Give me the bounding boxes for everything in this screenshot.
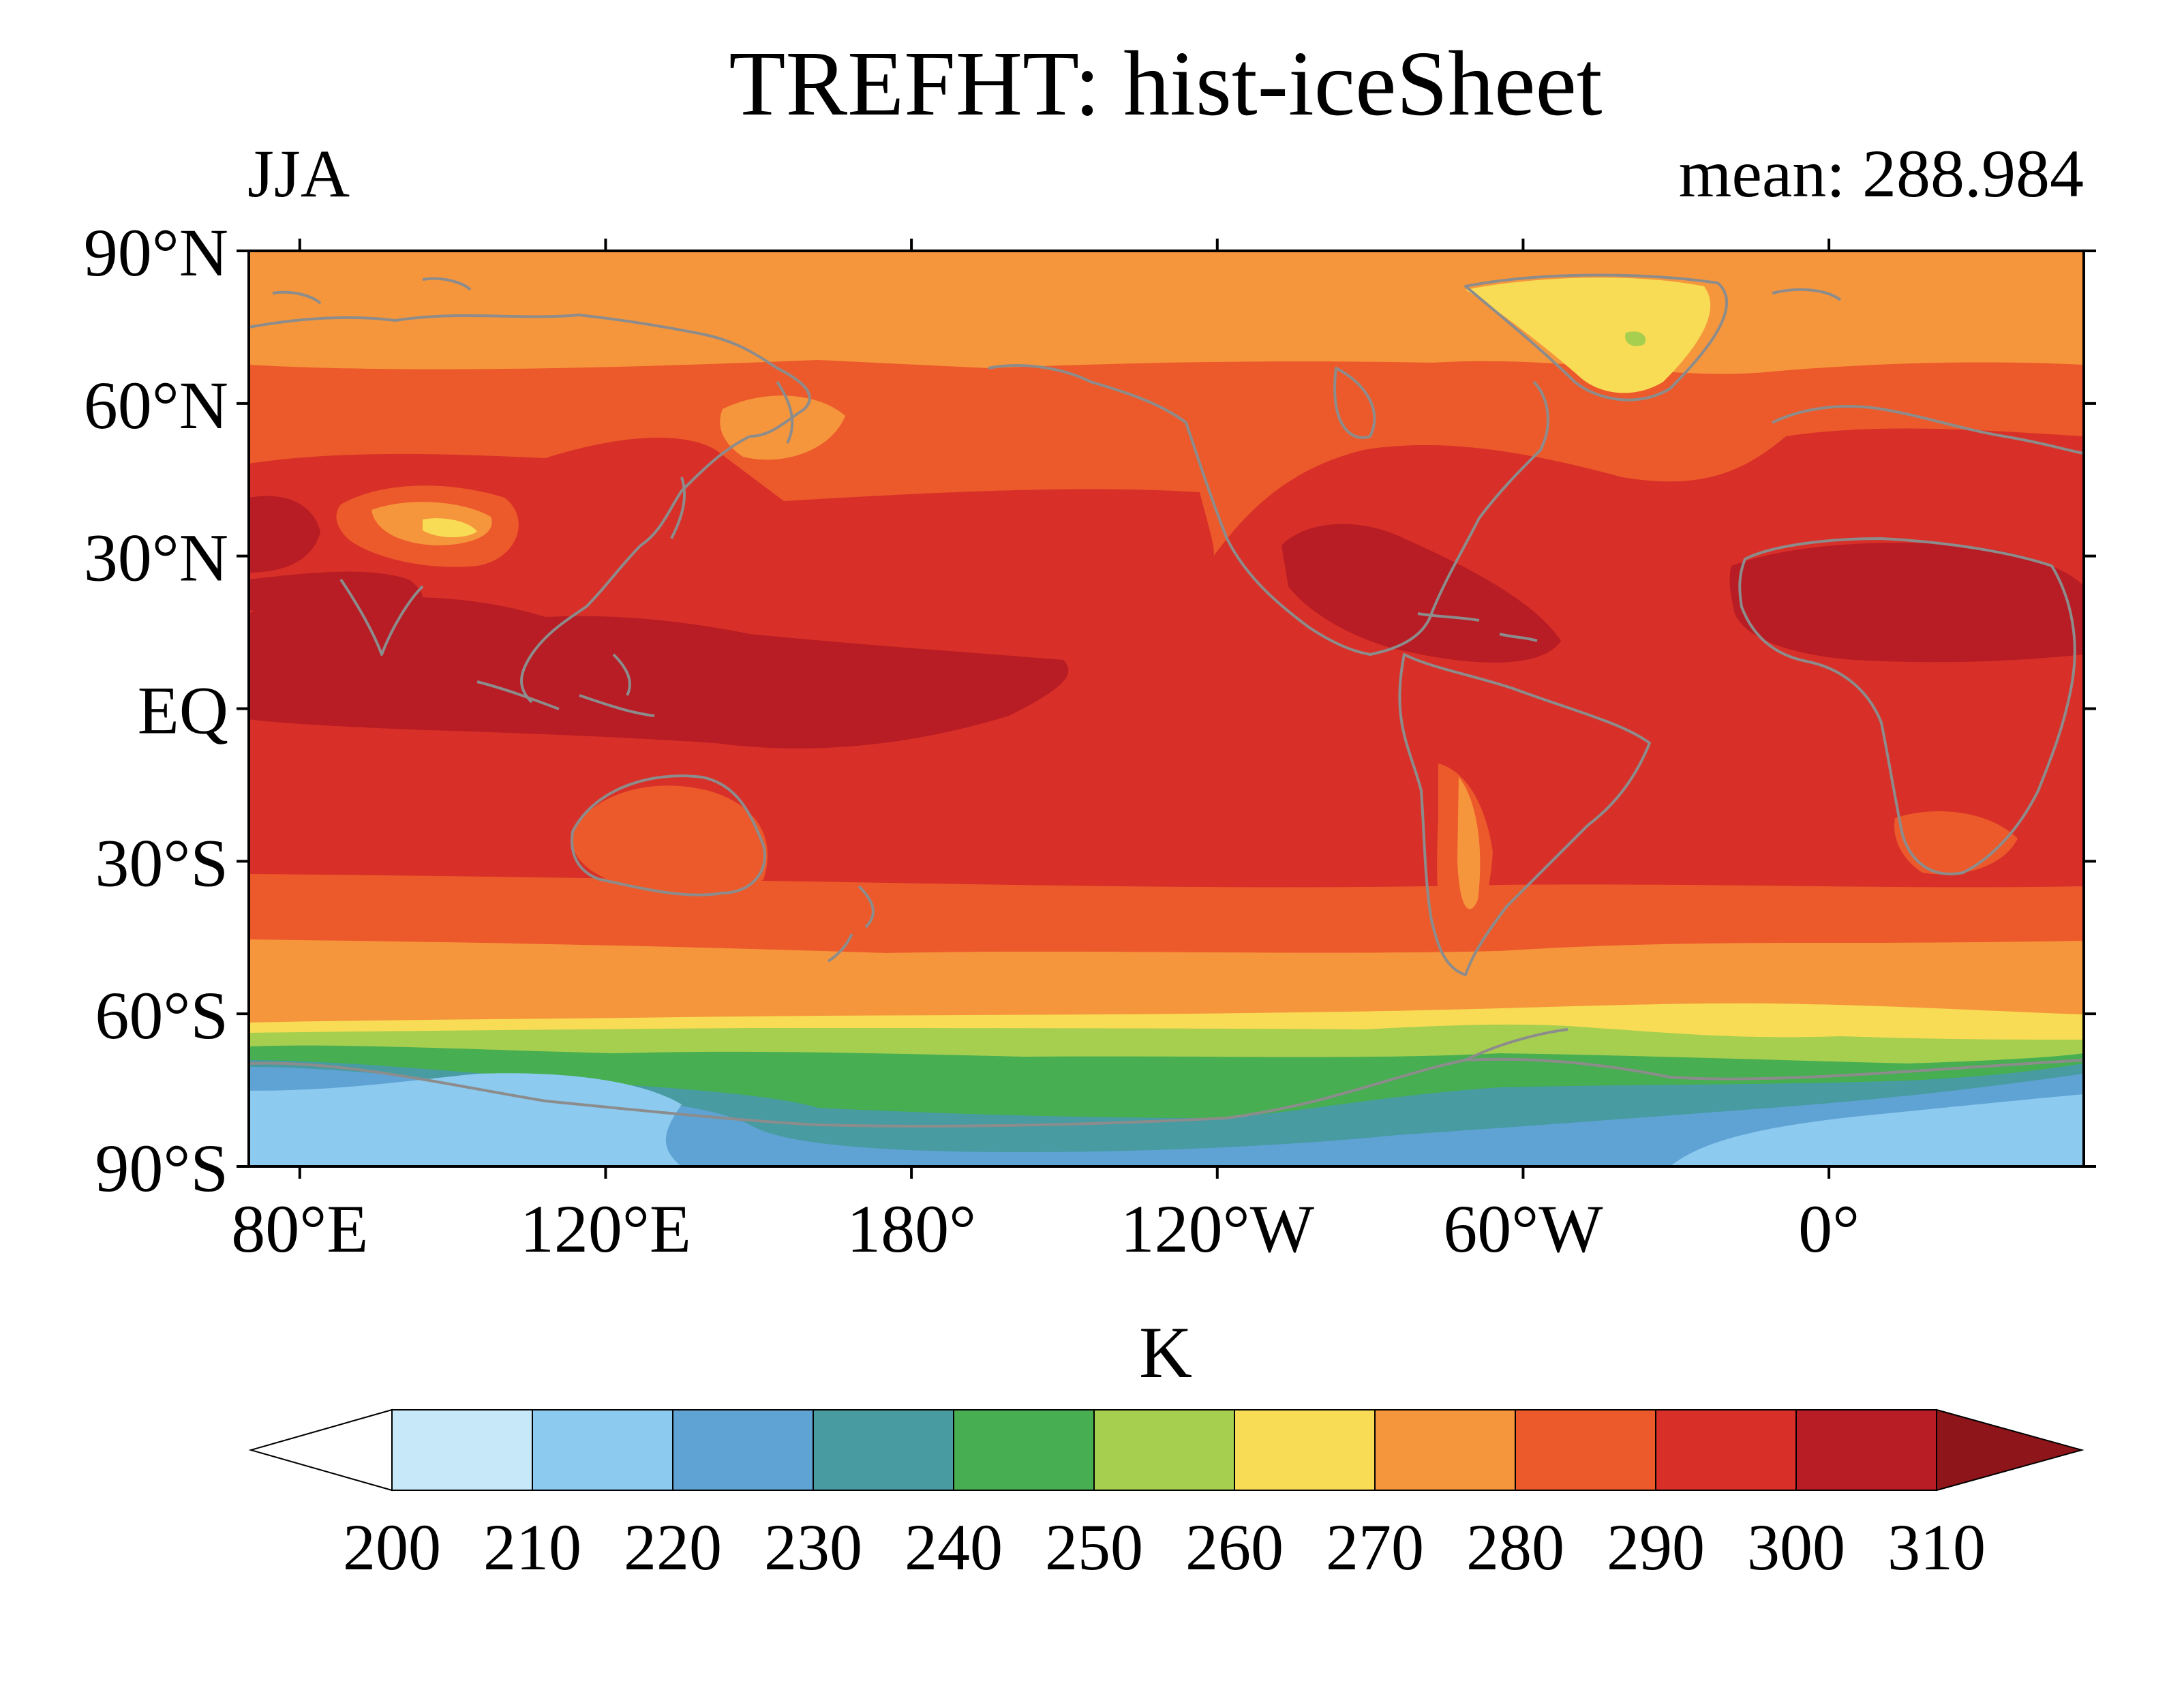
colorbar-tick-label: 220 [624,1511,722,1584]
colorbar-tick-label: 210 [483,1511,581,1584]
coastline-australia [571,774,766,896]
colorbar-swatch [1655,1409,1797,1491]
coastline-antarctica [249,1057,2084,1128]
lat-tick-label: 30°S [95,825,228,901]
coastline-arctic-islands [272,277,1842,305]
colorbar-swatch [1234,1409,1376,1491]
colorbar-over-arrow [1936,1408,2084,1492]
coastline-india [339,578,424,656]
colorbar-unit-label: K [1139,1312,1192,1393]
colorbar-tick-label: 290 [1607,1511,1705,1584]
greenland-ice-peak [1625,331,1646,346]
lat-tick-label: 60°N [84,367,228,443]
longitude-axis: 80°E 120°E 180° 120°W 60°W 0° [231,239,1860,1267]
lat-tick-label: 90°S [95,1130,228,1206]
lon-tick-label: 60°W [1443,1191,1603,1267]
contour-band-210-220-east [1670,1094,2084,1166]
colorbar-tick-label: 310 [1887,1511,1986,1584]
tibet-plateau-core [423,518,477,538]
coastline-europe [1772,405,2084,455]
lon-tick-label: 120°E [520,1191,691,1267]
colorbar-swatch [672,1409,814,1491]
lon-tick-label: 180° [847,1191,976,1267]
colorbar-swatch [391,1409,533,1491]
contour-band-300-310-india [249,571,423,621]
colorbar-tick-label: 240 [905,1511,1003,1584]
coastline-greenland [1464,273,1728,402]
coastline-antarctic-peninsula [1465,1028,1568,1061]
lon-tick-label: 80°E [231,1191,368,1267]
coastline-south-america [1398,653,1651,976]
colorbar-tick-label: 270 [1326,1511,1424,1584]
temperature-map [249,251,2084,1166]
coastline-north-america [988,364,1549,656]
coastline-indonesia [476,653,655,717]
coastline-new-zealand [827,885,875,963]
lat-tick-label: 60°S [95,978,228,1053]
colorbar-swatch [953,1409,1095,1491]
andes-high-region [1457,777,1481,909]
contour-band-300-310-sahara [1729,543,2084,663]
contour-band-300-310-caribbean [1281,524,1561,663]
contour-band-290-300 [249,428,2084,888]
coastline-hudson-bay [1333,367,1376,439]
contour-band-300-310-middle-east [249,496,320,573]
australia-cool-region [571,785,768,894]
contour-band-300-310-west-pacific [249,592,1069,749]
lat-tick-label: EQ [138,673,228,749]
colorbar-tick-label: 230 [764,1511,862,1584]
colorbar-swatch [1515,1409,1656,1491]
chart-title: TREFHT: hist-iceSheet [729,33,1602,135]
coastline-eurasia-north [249,314,811,438]
coastline-japan [670,477,686,539]
colorbar-swatch [1093,1409,1235,1491]
colorbar-tick-labels: 200 210 220 230 240 250 260 270 280 290 300 310 [343,1511,1986,1584]
colorbar-swatch [532,1409,673,1491]
greenland-cold-region [1466,277,1711,393]
lat-tick-label: 30°N [84,520,228,596]
coastline-kamchatka [776,380,794,444]
coastline-asia-east [520,435,750,704]
coastline-caribbean [1417,612,1538,642]
north-pacific-cool-tongue [720,395,845,460]
contour-band-210-220 [249,1073,682,1166]
lat-tick-label: 90°N [84,215,228,290]
coastlines [249,273,2084,1128]
colorbar-tick-label: 280 [1466,1511,1564,1584]
colorbar-swatch [813,1409,954,1491]
colorbar-under-arrow [248,1408,393,1492]
season-label: JJA [247,136,350,211]
colorbar-swatch [1374,1409,1516,1491]
colorbar-tick-label: 300 [1747,1511,1845,1584]
colorbar-tick-label: 260 [1185,1511,1284,1584]
colorbar-tick-label: 200 [343,1511,441,1584]
colorbar [248,1408,2084,1492]
contour-band-220-230 [249,1067,2084,1166]
coastline-africa [1738,537,2076,875]
colorbar-swatch [1795,1409,1937,1491]
lon-tick-label: 0° [1798,1191,1860,1267]
mean-label: mean: 288.984 [1679,136,2084,211]
lon-tick-label: 120°W [1121,1191,1315,1267]
colorbar-tick-label: 250 [1045,1511,1143,1584]
latitude-axis: 90°N 60°N 30°N EQ 30°S 60°S 90°S [84,215,2096,1206]
